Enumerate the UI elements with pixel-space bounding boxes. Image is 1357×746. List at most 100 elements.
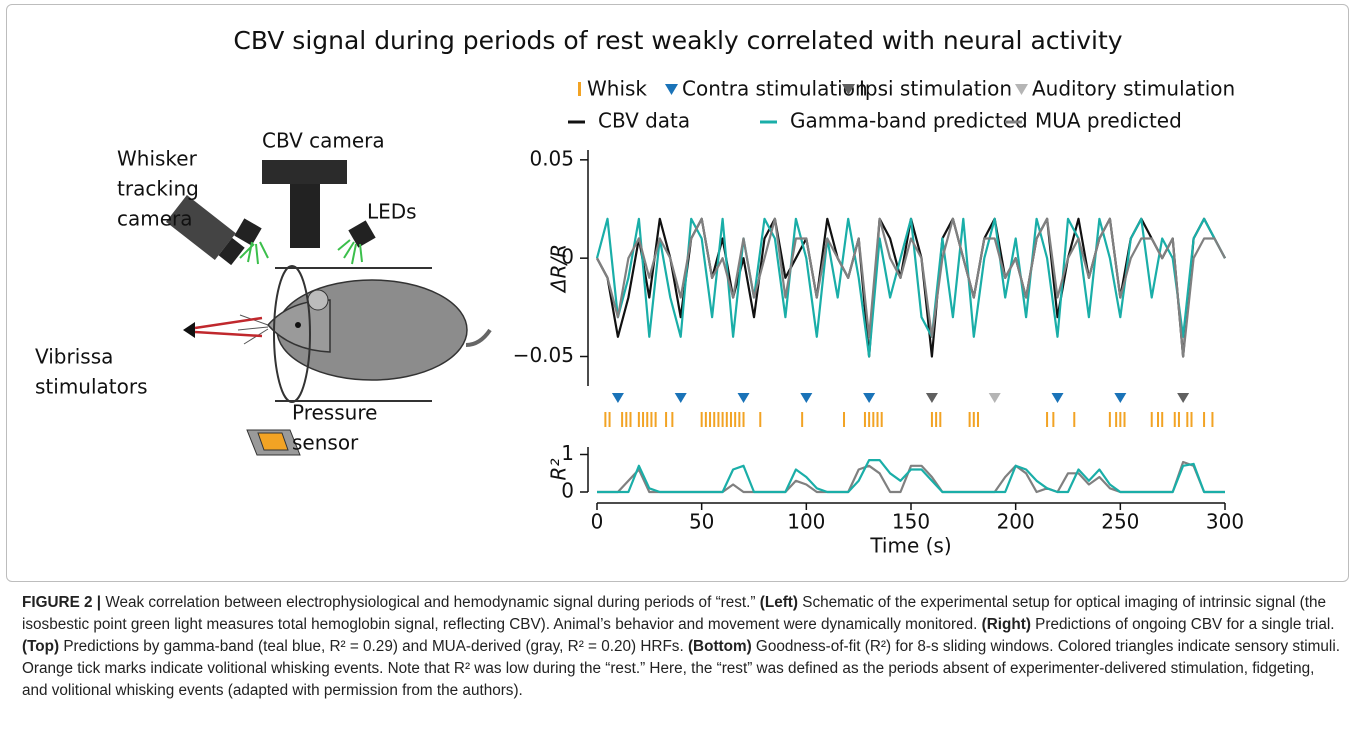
schematic-label: sensor <box>292 431 359 455</box>
y-tick-label: 0.05 <box>529 146 574 170</box>
whisk-tick <box>625 412 628 427</box>
caption-bold: (Top) <box>22 638 60 655</box>
whisk-tick <box>713 412 716 427</box>
caption-text: Goodness-of-fit (R²) for 8-s sliding win… <box>22 638 1340 699</box>
led-left <box>234 218 269 265</box>
led-right <box>337 220 376 265</box>
schematic <box>165 160 492 456</box>
schematic-label: Whisker <box>117 147 198 171</box>
title: CBV signal during periods of rest weakly… <box>233 26 1122 55</box>
whisk-tick <box>1177 412 1180 427</box>
y-tick-label: 1 <box>561 441 574 465</box>
whisk-tick <box>880 412 883 427</box>
whisk-tick <box>759 412 762 427</box>
whisk-tick <box>1161 412 1164 427</box>
whisk-tick <box>704 412 707 427</box>
whisk-tick <box>1190 412 1193 427</box>
stimulus-marker <box>1114 393 1127 403</box>
caption: FIGURE 2 | Weak correlation between elec… <box>22 592 1340 702</box>
x-tick-label: 250 <box>1101 510 1139 534</box>
caption-text: Weak correlation between electrophysiolo… <box>105 594 760 611</box>
figure: CBV signal during periods of rest weakly… <box>35 26 1244 558</box>
data-line <box>597 460 1225 494</box>
whisk-tick <box>939 412 942 427</box>
stimulus-marker <box>611 393 624 403</box>
caption-text: Predictions of ongoing CBV for a single … <box>1030 616 1335 633</box>
whisk-tick <box>604 412 607 427</box>
whisk-tick <box>930 412 933 427</box>
schematic-label: camera <box>117 207 193 231</box>
x-tick-label: 100 <box>787 510 825 534</box>
x-tick-label: 50 <box>689 510 714 534</box>
y-tick-label: −0.05 <box>513 343 574 367</box>
whisk-tick <box>642 412 645 427</box>
y-tick-label: 0 <box>561 245 574 269</box>
whisk-tick <box>1073 412 1076 427</box>
legend-label: Gamma-band predicted <box>790 109 1028 133</box>
stimulus-marker <box>800 393 813 403</box>
stimulus-marker <box>1051 393 1064 403</box>
legend-label: Contra stimulation <box>682 77 868 101</box>
whisk-tick <box>621 412 624 427</box>
y-axis-label: R² <box>547 459 571 481</box>
caption-bold: (Right) <box>981 616 1031 633</box>
whisk-tick <box>1150 412 1153 427</box>
x-axis-label: Time (s) <box>869 534 951 558</box>
schematic-label: stimulators <box>35 375 148 399</box>
legend-swatch <box>842 84 855 95</box>
whisk-tick <box>935 412 938 427</box>
x-tick-label: 0 <box>591 510 604 534</box>
whisk-tick <box>976 412 979 427</box>
whisk-tick <box>1119 412 1122 427</box>
caption-text: Predictions by gamma-band (teal blue, R²… <box>59 638 688 655</box>
caption-bold: (Left) <box>759 594 798 611</box>
legend-label: CBV data <box>598 109 690 133</box>
whisk-tick <box>665 412 668 427</box>
whisk-tick <box>1203 412 1206 427</box>
stimulus-marker <box>674 393 687 403</box>
stimulus-marker <box>863 393 876 403</box>
whisk-tick <box>972 412 975 427</box>
stimulus-marker <box>925 393 938 403</box>
legend-swatch <box>665 84 678 95</box>
whisk-tick <box>725 412 728 427</box>
figure-frame <box>6 4 1349 582</box>
stimulus-marker <box>988 393 1001 403</box>
stimulator <box>183 322 195 338</box>
whisk-tick <box>629 412 632 427</box>
whisk-tick <box>721 412 724 427</box>
whisk-tick <box>1173 412 1176 427</box>
caption-text: Schematic of the experimental setup for … <box>22 594 1327 633</box>
legend-label: Whisk <box>587 77 647 101</box>
whisk-tick <box>876 412 879 427</box>
legend-swatch <box>578 82 581 96</box>
whisk-tick <box>1115 412 1118 427</box>
whisk-tick <box>734 412 737 427</box>
whisk-tick <box>671 412 674 427</box>
data-line <box>597 459 1225 494</box>
legend-label: MUA predicted <box>1035 109 1182 133</box>
stimulus-marker <box>1177 393 1190 403</box>
caption-bold: FIGURE 2 | <box>22 594 106 611</box>
cbv-camera <box>262 160 347 184</box>
whisk-tick <box>872 412 875 427</box>
stimulus-marker <box>737 393 750 403</box>
schematic-label: Pressure <box>292 401 377 425</box>
legend-label: Auditory stimulation <box>1032 77 1235 101</box>
x-tick-label: 300 <box>1206 510 1244 534</box>
x-tick-label: 200 <box>997 510 1035 534</box>
x-tick-label: 150 <box>892 510 930 534</box>
y-axis-label: ΔR/R <box>547 244 571 294</box>
data-line <box>596 217 1226 358</box>
whisk-tick <box>1211 412 1214 427</box>
whisk-tick <box>863 412 866 427</box>
whisk-tick <box>650 412 653 427</box>
schematic-label: CBV camera <box>262 129 385 153</box>
whisk-tick <box>843 412 846 427</box>
whisk-tick <box>1108 412 1111 427</box>
whisk-tick <box>742 412 745 427</box>
cbv-camera-lens <box>290 184 320 248</box>
whisk-tick <box>738 412 741 427</box>
schematic-label: tracking <box>117 177 199 201</box>
